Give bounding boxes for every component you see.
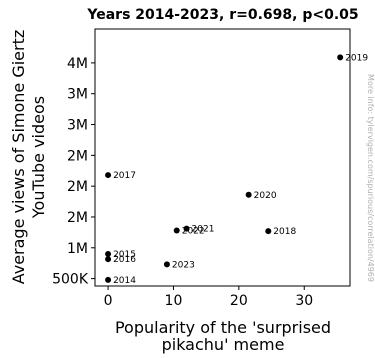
watermark-text: More info: tylervigen.com/spurious/corre… [366,74,375,282]
x-axis-label-line-1: Popularity of the 'surprised [115,318,331,337]
data-point-2019 [337,54,344,61]
x-tick-label: 10 [165,293,183,309]
data-point-2020 [245,191,252,198]
y-tick-label: 2M [67,179,88,195]
data-point-2022 [173,227,180,234]
y-tick-label: 2M [67,148,88,164]
chart-title: Years 2014-2023, r=0.698, p<0.05 [86,7,358,23]
data-point-2017 [105,172,112,179]
watermark-group: More info: tylervigen.com/spurious/corre… [366,74,375,282]
x-tick-label: 30 [295,293,313,309]
data-point-2016 [105,256,112,263]
y-axis-label-line-2: YouTube videos [29,96,48,219]
data-point-label-2016: 2016 [113,255,136,265]
data-point-2015 [105,250,112,257]
y-tick-label: 2M [67,210,88,226]
y-axis-ticks: 500K 1M 2M 2M 2M 3M 3M 4M [52,56,95,288]
data-point-label-2020: 2020 [254,191,277,201]
data-point-label-2021: 2021 [192,225,215,235]
x-axis-label: Popularity of the 'surprised pikachu' me… [115,318,331,354]
data-point-2021 [183,225,190,232]
y-tick-label: 4M [67,56,88,72]
y-tick-label: 1M [67,241,88,257]
data-point-label-2019: 2019 [345,53,368,63]
data-point-2014 [105,276,112,283]
y-axis-label: Average views of Simone Giertz YouTube v… [9,30,48,285]
y-tick-label: 3M [67,118,88,134]
x-tick-label: 0 [104,293,113,309]
y-axis-label-line-1: Average views of Simone Giertz [9,30,28,285]
data-point-2023 [163,261,170,268]
data-point-label-2018: 2018 [273,227,296,237]
y-tick-label: 3M [67,87,88,103]
data-point-label-2014: 2014 [113,276,136,286]
x-axis-label-line-2: pikachu' meme [162,335,285,354]
plot-frame [94,28,351,287]
x-tick-label: 20 [230,293,248,309]
data-point-label-2017: 2017 [113,171,136,181]
data-point-2018 [265,228,272,235]
data-point-label-2022: 2022 [182,227,205,237]
y-tick-label: 500K [52,272,89,288]
x-axis-ticks: 0 10 20 30 [104,286,313,309]
data-point-label-2023: 2023 [172,260,195,270]
data-point-label-2015: 2015 [113,250,136,260]
